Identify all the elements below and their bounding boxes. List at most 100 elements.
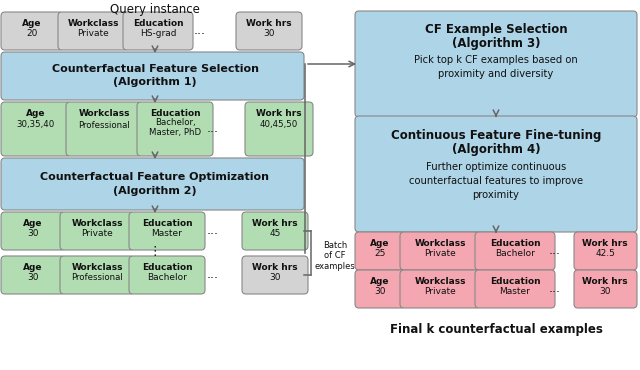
Text: 30: 30 bbox=[28, 229, 39, 239]
Text: Workclass: Workclass bbox=[414, 239, 466, 248]
Text: Batch
of CF
examples: Batch of CF examples bbox=[315, 241, 355, 271]
Text: Private: Private bbox=[424, 287, 456, 296]
FancyBboxPatch shape bbox=[60, 212, 134, 250]
Text: Age: Age bbox=[26, 108, 45, 118]
Text: Pick top k CF examples based on: Pick top k CF examples based on bbox=[414, 55, 578, 65]
FancyBboxPatch shape bbox=[60, 256, 134, 294]
Text: 40,45,50: 40,45,50 bbox=[260, 121, 298, 130]
FancyBboxPatch shape bbox=[400, 232, 480, 270]
FancyBboxPatch shape bbox=[129, 256, 205, 294]
Text: 45: 45 bbox=[269, 229, 281, 239]
FancyBboxPatch shape bbox=[355, 116, 637, 232]
FancyBboxPatch shape bbox=[245, 102, 313, 156]
Text: 30: 30 bbox=[269, 273, 281, 283]
Text: 30,35,40: 30,35,40 bbox=[17, 121, 55, 130]
Text: ...: ... bbox=[207, 225, 219, 238]
Text: Private: Private bbox=[424, 249, 456, 259]
Text: Work hrs: Work hrs bbox=[246, 18, 292, 27]
Text: ...: ... bbox=[549, 283, 561, 296]
Text: Further optimize continuous: Further optimize continuous bbox=[426, 162, 566, 172]
Text: Education: Education bbox=[150, 108, 200, 118]
FancyBboxPatch shape bbox=[242, 256, 308, 294]
Text: Age: Age bbox=[22, 18, 42, 27]
FancyBboxPatch shape bbox=[355, 270, 405, 308]
Text: Private: Private bbox=[81, 229, 113, 239]
Text: Education: Education bbox=[141, 219, 192, 228]
Text: Work hrs: Work hrs bbox=[582, 276, 628, 286]
Text: Master: Master bbox=[500, 287, 531, 296]
Text: 30: 30 bbox=[263, 30, 275, 38]
FancyBboxPatch shape bbox=[574, 270, 637, 308]
Text: Bachelor: Bachelor bbox=[147, 273, 187, 283]
FancyBboxPatch shape bbox=[242, 212, 308, 250]
Text: 20: 20 bbox=[26, 30, 38, 38]
Text: (Algorithm 2): (Algorithm 2) bbox=[113, 186, 197, 196]
Text: Age: Age bbox=[23, 262, 43, 272]
Text: Education: Education bbox=[132, 18, 183, 27]
Text: (Algorithm 1): (Algorithm 1) bbox=[113, 77, 197, 87]
FancyBboxPatch shape bbox=[66, 102, 142, 156]
Text: Age: Age bbox=[23, 219, 43, 228]
FancyBboxPatch shape bbox=[400, 270, 480, 308]
FancyBboxPatch shape bbox=[58, 12, 128, 50]
Text: 42.5: 42.5 bbox=[595, 249, 615, 259]
Text: Counterfactual Feature Optimization: Counterfactual Feature Optimization bbox=[40, 172, 269, 182]
Text: Age: Age bbox=[371, 239, 390, 248]
Text: Professional: Professional bbox=[71, 273, 123, 283]
Text: Work hrs: Work hrs bbox=[256, 108, 302, 118]
Text: Work hrs: Work hrs bbox=[252, 262, 298, 272]
Text: Workclass: Workclass bbox=[78, 108, 130, 118]
FancyBboxPatch shape bbox=[574, 232, 637, 270]
Text: Continuous Feature Fine-tuning: Continuous Feature Fine-tuning bbox=[391, 130, 601, 142]
Text: Counterfactual Feature Selection: Counterfactual Feature Selection bbox=[51, 64, 259, 74]
Text: ...: ... bbox=[207, 269, 219, 282]
FancyBboxPatch shape bbox=[1, 102, 71, 156]
Text: CF Example Selection: CF Example Selection bbox=[425, 24, 567, 37]
Text: proximity: proximity bbox=[472, 190, 520, 200]
FancyBboxPatch shape bbox=[236, 12, 302, 50]
Text: Private: Private bbox=[77, 30, 109, 38]
FancyBboxPatch shape bbox=[123, 12, 193, 50]
Text: Master, PhD: Master, PhD bbox=[149, 128, 201, 137]
Text: proximity and diversity: proximity and diversity bbox=[438, 69, 554, 79]
Text: Professional: Professional bbox=[78, 121, 130, 130]
Text: Workclass: Workclass bbox=[71, 219, 123, 228]
Text: ...: ... bbox=[194, 24, 206, 37]
Text: Education: Education bbox=[490, 239, 540, 248]
Text: 30: 30 bbox=[599, 287, 611, 296]
Text: Final k counterfactual examples: Final k counterfactual examples bbox=[390, 323, 602, 336]
FancyBboxPatch shape bbox=[1, 256, 65, 294]
Text: 30: 30 bbox=[374, 287, 386, 296]
Text: Master: Master bbox=[152, 229, 182, 239]
FancyBboxPatch shape bbox=[475, 270, 555, 308]
Text: Bachelor: Bachelor bbox=[495, 249, 535, 259]
FancyBboxPatch shape bbox=[129, 212, 205, 250]
Text: Bachelor,: Bachelor, bbox=[155, 118, 195, 127]
FancyBboxPatch shape bbox=[1, 158, 304, 210]
Text: HS-grad: HS-grad bbox=[140, 30, 176, 38]
Text: ...: ... bbox=[549, 245, 561, 258]
FancyBboxPatch shape bbox=[355, 232, 405, 270]
FancyBboxPatch shape bbox=[475, 232, 555, 270]
Text: (Algorithm 4): (Algorithm 4) bbox=[452, 144, 540, 157]
Text: Education: Education bbox=[490, 276, 540, 286]
FancyBboxPatch shape bbox=[137, 102, 213, 156]
Text: 25: 25 bbox=[374, 249, 386, 259]
Text: (Algorithm 3): (Algorithm 3) bbox=[452, 37, 540, 50]
Text: Work hrs: Work hrs bbox=[582, 239, 628, 248]
FancyBboxPatch shape bbox=[1, 12, 63, 50]
Text: Work hrs: Work hrs bbox=[252, 219, 298, 228]
Text: 30: 30 bbox=[28, 273, 39, 283]
Text: Query instance: Query instance bbox=[110, 3, 200, 17]
Text: Workclass: Workclass bbox=[414, 276, 466, 286]
Text: Age: Age bbox=[371, 276, 390, 286]
FancyBboxPatch shape bbox=[355, 11, 637, 117]
Text: ...: ... bbox=[207, 122, 219, 135]
Text: Workclass: Workclass bbox=[67, 18, 119, 27]
Text: ⋮: ⋮ bbox=[148, 246, 161, 259]
FancyBboxPatch shape bbox=[1, 212, 65, 250]
Text: counterfactual features to improve: counterfactual features to improve bbox=[409, 176, 583, 186]
FancyBboxPatch shape bbox=[1, 52, 304, 100]
Text: Education: Education bbox=[141, 262, 192, 272]
Text: Workclass: Workclass bbox=[71, 262, 123, 272]
